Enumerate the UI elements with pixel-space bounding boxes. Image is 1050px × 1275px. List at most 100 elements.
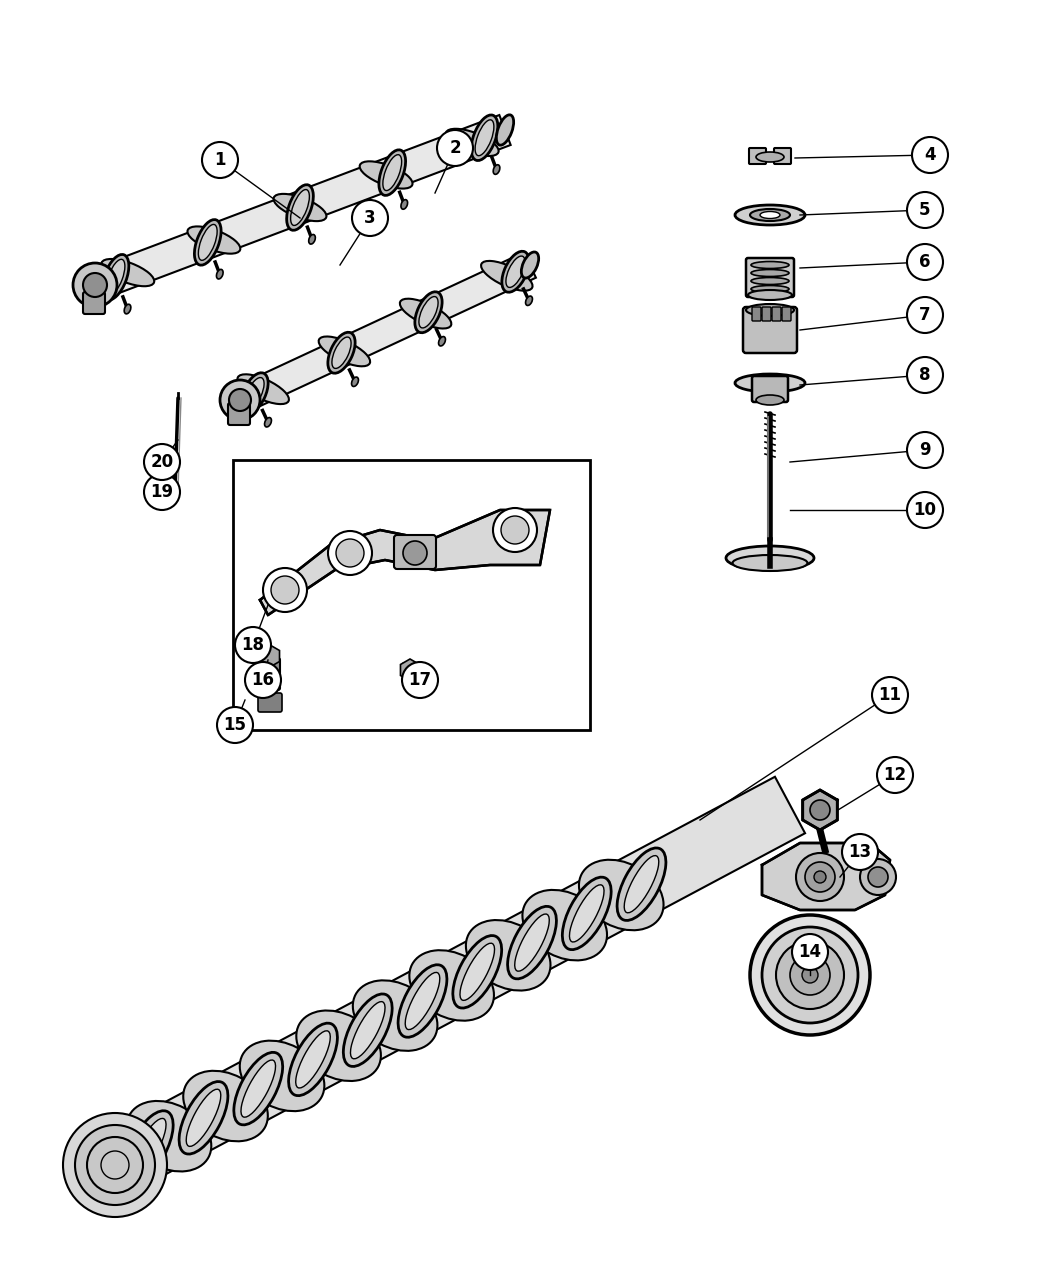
Ellipse shape	[274, 194, 327, 221]
Circle shape	[271, 576, 299, 604]
Ellipse shape	[460, 944, 495, 1001]
FancyBboxPatch shape	[260, 658, 280, 690]
FancyBboxPatch shape	[752, 307, 761, 321]
Ellipse shape	[735, 205, 805, 224]
Ellipse shape	[733, 555, 807, 571]
Ellipse shape	[131, 1118, 166, 1176]
Circle shape	[494, 507, 537, 552]
Text: 3: 3	[364, 209, 376, 227]
Ellipse shape	[751, 261, 789, 269]
Circle shape	[202, 142, 238, 179]
Ellipse shape	[239, 1040, 324, 1111]
Text: 2: 2	[449, 139, 461, 157]
Circle shape	[907, 297, 943, 333]
Circle shape	[245, 662, 281, 697]
Ellipse shape	[481, 261, 532, 291]
FancyBboxPatch shape	[83, 292, 105, 314]
Circle shape	[805, 862, 835, 892]
FancyBboxPatch shape	[752, 376, 788, 402]
Text: 6: 6	[919, 252, 930, 272]
Ellipse shape	[291, 190, 310, 226]
Ellipse shape	[106, 259, 125, 296]
Ellipse shape	[507, 907, 556, 979]
Circle shape	[352, 200, 388, 236]
Circle shape	[868, 867, 888, 887]
Circle shape	[792, 935, 828, 970]
FancyBboxPatch shape	[228, 403, 250, 425]
Circle shape	[262, 567, 307, 612]
Ellipse shape	[751, 278, 789, 284]
Ellipse shape	[186, 1089, 220, 1146]
Ellipse shape	[127, 1100, 211, 1172]
Ellipse shape	[296, 1030, 331, 1088]
Ellipse shape	[419, 297, 438, 328]
Ellipse shape	[526, 296, 532, 306]
Text: 8: 8	[919, 366, 930, 384]
Ellipse shape	[466, 921, 550, 991]
FancyBboxPatch shape	[394, 536, 436, 569]
Ellipse shape	[102, 259, 154, 286]
Circle shape	[842, 834, 878, 870]
Ellipse shape	[318, 337, 371, 366]
Ellipse shape	[756, 395, 784, 405]
Polygon shape	[260, 645, 279, 667]
Polygon shape	[100, 776, 805, 1193]
FancyBboxPatch shape	[774, 148, 791, 164]
Polygon shape	[260, 510, 550, 615]
Ellipse shape	[231, 388, 249, 413]
Ellipse shape	[748, 289, 792, 300]
Ellipse shape	[124, 1111, 173, 1183]
Text: 7: 7	[919, 306, 930, 324]
FancyBboxPatch shape	[749, 148, 766, 164]
Ellipse shape	[494, 164, 500, 175]
Ellipse shape	[502, 251, 529, 292]
Ellipse shape	[405, 973, 440, 1030]
Text: 18: 18	[242, 636, 265, 654]
Text: 15: 15	[224, 717, 247, 734]
Ellipse shape	[453, 936, 502, 1009]
Circle shape	[750, 915, 870, 1035]
Polygon shape	[234, 252, 536, 413]
Circle shape	[802, 966, 818, 983]
Text: 1: 1	[214, 150, 226, 170]
FancyBboxPatch shape	[782, 307, 791, 321]
Ellipse shape	[410, 950, 493, 1021]
Ellipse shape	[86, 270, 104, 300]
Ellipse shape	[332, 337, 351, 368]
Circle shape	[776, 941, 844, 1009]
Circle shape	[907, 193, 943, 228]
Polygon shape	[762, 843, 890, 910]
Ellipse shape	[289, 1023, 337, 1095]
Ellipse shape	[751, 286, 789, 292]
Ellipse shape	[751, 269, 789, 277]
Ellipse shape	[383, 154, 402, 190]
Ellipse shape	[360, 162, 413, 189]
Ellipse shape	[379, 150, 405, 195]
Ellipse shape	[216, 269, 223, 279]
Ellipse shape	[617, 848, 666, 921]
Ellipse shape	[343, 994, 392, 1066]
Text: 17: 17	[408, 671, 432, 688]
FancyBboxPatch shape	[403, 663, 417, 681]
Ellipse shape	[180, 1081, 228, 1154]
Circle shape	[235, 627, 271, 663]
Circle shape	[229, 389, 251, 411]
Ellipse shape	[237, 375, 289, 404]
Ellipse shape	[309, 235, 315, 244]
Text: 14: 14	[798, 944, 821, 961]
Ellipse shape	[265, 417, 272, 427]
Ellipse shape	[446, 129, 499, 156]
FancyBboxPatch shape	[258, 694, 282, 711]
Circle shape	[877, 757, 914, 793]
Circle shape	[328, 530, 372, 575]
Ellipse shape	[475, 120, 494, 156]
Circle shape	[814, 871, 826, 884]
Ellipse shape	[579, 859, 664, 931]
Text: 13: 13	[848, 843, 872, 861]
Text: 19: 19	[150, 483, 173, 501]
Circle shape	[144, 474, 180, 510]
Ellipse shape	[287, 185, 313, 231]
Ellipse shape	[415, 292, 442, 333]
Ellipse shape	[352, 377, 358, 386]
Circle shape	[790, 955, 830, 994]
